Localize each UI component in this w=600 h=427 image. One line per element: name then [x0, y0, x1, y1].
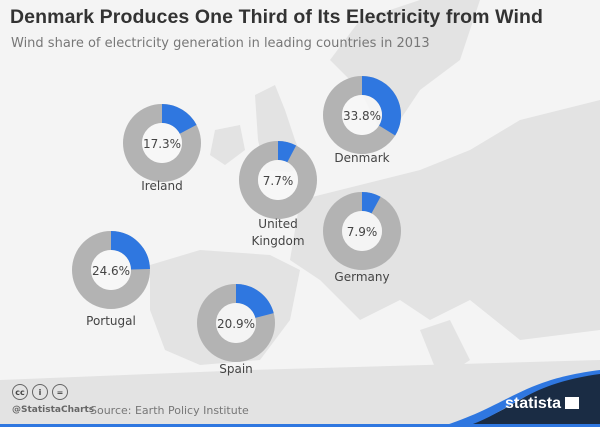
logo-banner: [460, 372, 600, 427]
donut-hole: [258, 160, 298, 200]
donut-hole: [216, 303, 256, 343]
donut-wind-slice-3: [361, 192, 381, 214]
country-label: United: [258, 217, 297, 231]
value-label: 24.6%: [92, 264, 130, 278]
country-label: Ireland: [141, 179, 183, 193]
statista-handle: @StatistaCharts: [12, 405, 95, 415]
country-label: Kingdom: [251, 234, 304, 248]
statista-logo-icon: [565, 397, 580, 409]
statista-logo: statista: [505, 395, 580, 413]
country-label: Germany: [334, 270, 389, 284]
value-label: 17.3%: [143, 137, 181, 151]
donut-wind-slice-0: [161, 104, 197, 135]
country-label: Denmark: [334, 151, 389, 165]
nd-icon: =: [52, 384, 68, 400]
value-label: 7.9%: [347, 225, 378, 239]
donut-hole: [91, 250, 131, 290]
donut-hole: [142, 123, 182, 163]
donut-wind-slice-4: [110, 231, 150, 271]
chart-title: Denmark Produces One Third of Its Electr…: [10, 6, 544, 28]
donut-wind-slice-1: [361, 76, 401, 136]
donut-hole: [342, 95, 382, 135]
cc-icon: cc: [12, 384, 28, 400]
donut-wind-slice-2: [277, 141, 297, 163]
country-label: Portugal: [86, 314, 136, 328]
value-label: 20.9%: [217, 317, 255, 331]
value-label: 33.8%: [343, 109, 381, 123]
by-icon: i: [32, 384, 48, 400]
chart-subtitle: Wind share of electricity generation in …: [11, 36, 430, 51]
value-label: 7.7%: [263, 174, 294, 188]
donut-wind-slice-5: [235, 284, 274, 319]
donut-hole: [342, 211, 382, 251]
source-note: Source: Earth Policy Institute: [90, 404, 249, 417]
country-label: Spain: [219, 362, 253, 376]
